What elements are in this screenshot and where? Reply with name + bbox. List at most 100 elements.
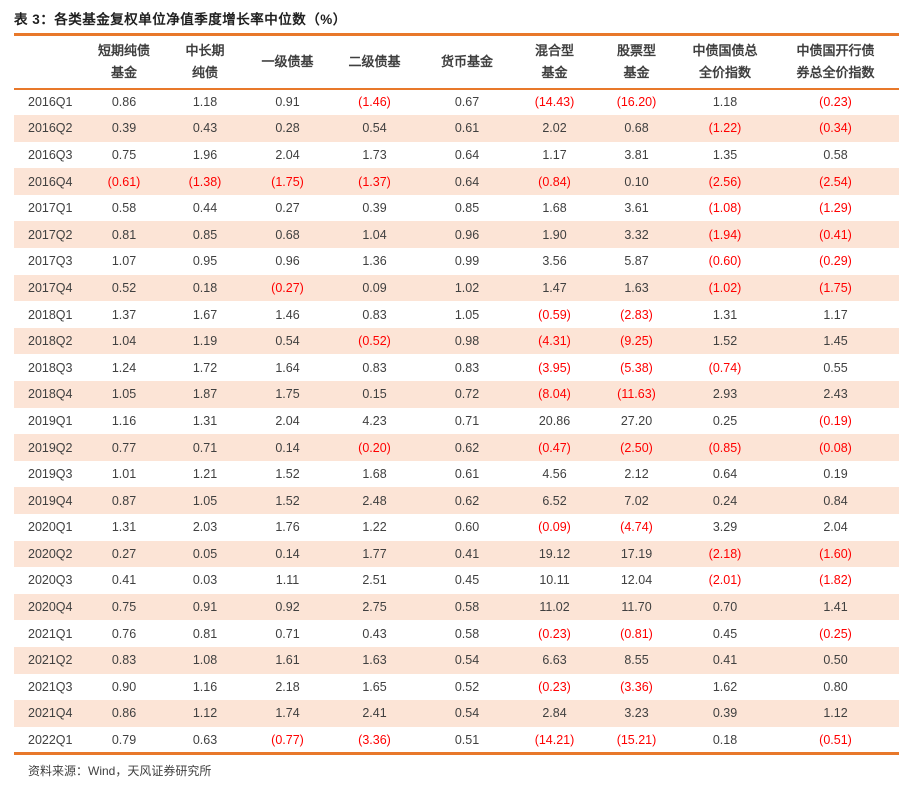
table-row: 2022Q1 0.79 0.63 (0.77) (3.36) 0.51 (14.21) (15… xyxy=(14,727,899,754)
value-cell: (3.36) xyxy=(358,733,391,748)
value-cell: 3.81 xyxy=(624,147,649,162)
value-cell: 0.50 xyxy=(823,653,848,668)
value-cell: 1.05 xyxy=(192,493,218,508)
table-row: 2021Q1 0.76 0.81 0.71 0.43 0.58 (0.23) (0.81) 0.… xyxy=(14,620,899,647)
quarter-label: 2016Q3 xyxy=(28,147,73,162)
table-row: 2020Q3 0.41 0.03 1.11 2.51 0.45 10.11 12.04 (2.0… xyxy=(14,567,899,594)
table-row: 2021Q2 0.83 1.08 1.61 1.63 0.54 6.63 8.55 0.41 0.… xyxy=(14,646,899,674)
value-cell: 0.54 xyxy=(275,334,300,349)
value-cell: 0.80 xyxy=(823,679,848,694)
quarter-label: 2019Q4 xyxy=(28,493,73,508)
value-cell: (9.25) xyxy=(620,334,653,349)
table-row: 2018Q4 1.05 1.87 1.75 0.15 0.72 (8.04) (11.63) 2… xyxy=(14,381,899,408)
value-cell: 0.41 xyxy=(111,573,137,588)
value-cell: (1.94) xyxy=(708,227,742,242)
value-cell: 1.72 xyxy=(192,360,218,375)
value-cell: 0.67 xyxy=(454,95,480,110)
value-cell: 1.68 xyxy=(362,467,387,482)
value-cell: 0.14 xyxy=(275,440,300,455)
value-cell: 0.10 xyxy=(624,174,649,189)
value-cell: 0.62 xyxy=(454,440,480,455)
value-cell: 0.14 xyxy=(275,546,300,561)
value-cell: 0.99 xyxy=(454,254,480,269)
quarter-label: 2017Q4 xyxy=(28,280,73,295)
value-cell: 0.39 xyxy=(111,121,137,136)
value-cell: (0.59) xyxy=(538,307,571,322)
value-cell: 0.55 xyxy=(823,360,848,375)
value-cell: 0.91 xyxy=(192,600,218,615)
quarter-label: 2017Q3 xyxy=(28,254,73,269)
value-cell: (2.56) xyxy=(708,174,742,189)
value-cell: (0.20) xyxy=(358,440,391,455)
value-cell: 2.12 xyxy=(624,467,649,482)
value-cell: 0.54 xyxy=(362,121,387,136)
value-cell: 0.85 xyxy=(454,201,480,216)
value-cell: (1.29) xyxy=(819,201,852,216)
quarter-label: 2019Q1 xyxy=(28,413,73,428)
value-cell: (0.61) xyxy=(107,174,141,189)
value-cell: 0.25 xyxy=(712,413,738,428)
table-title: 表 3：各类基金复权单位净值季度增长率中位数（%） xyxy=(14,12,347,27)
quarter-label: 2016Q4 xyxy=(28,174,73,189)
value-cell: 1.73 xyxy=(362,147,387,162)
value-cell: 1.02 xyxy=(454,280,480,295)
value-cell: 0.52 xyxy=(111,280,137,295)
quarter-label: 2019Q2 xyxy=(28,440,73,455)
value-cell: 0.84 xyxy=(823,493,848,508)
value-cell: 1.41 xyxy=(823,600,848,615)
value-cell: 3.56 xyxy=(542,254,567,269)
quarter-label: 2017Q2 xyxy=(28,227,73,242)
quarter-label: 2022Q1 xyxy=(28,733,73,748)
value-cell: 1.52 xyxy=(275,493,300,508)
value-cell: 1.17 xyxy=(823,307,848,322)
value-cell: 0.96 xyxy=(275,254,300,269)
value-cell: 1.16 xyxy=(192,679,218,694)
value-cell: 0.63 xyxy=(192,733,218,748)
table-header-row: 短期纯债 基金 中长期 纯债 一级债基 二级债基 货币基金 混合型 基金 股票型 基金 中债国… xyxy=(14,34,899,89)
value-cell: 1.63 xyxy=(624,280,649,295)
table-row: 2019Q4 0.87 1.05 1.52 2.48 0.62 6.52 7.02 0.24 0.… xyxy=(14,487,899,514)
value-cell: 1.31 xyxy=(712,307,738,322)
value-cell: 2.03 xyxy=(192,520,218,535)
value-cell: 1.67 xyxy=(192,307,218,322)
value-cell: (0.29) xyxy=(819,254,852,269)
value-cell: 0.75 xyxy=(111,147,137,162)
value-cell: 4.56 xyxy=(542,467,567,482)
value-cell: 27.20 xyxy=(620,413,653,428)
value-cell: 1.87 xyxy=(192,387,218,402)
value-cell: 6.52 xyxy=(542,493,567,508)
value-cell: 1.21 xyxy=(192,467,218,482)
value-cell: (1.37) xyxy=(358,174,391,189)
value-cell: 0.75 xyxy=(111,600,137,615)
value-cell: (1.46) xyxy=(358,95,391,110)
value-cell: (1.02) xyxy=(708,280,742,295)
table-row: 2018Q2 1.04 1.19 0.54 (0.52) 0.98 (4.31) (9.25)… xyxy=(14,327,899,355)
value-cell: 0.24 xyxy=(712,493,738,508)
value-cell: 0.86 xyxy=(111,95,137,110)
value-cell: 1.52 xyxy=(275,467,300,482)
quarter-label: 2017Q1 xyxy=(28,201,73,216)
quarter-label: 2021Q3 xyxy=(28,679,73,694)
header-column: 中债国债总 全价指数 xyxy=(692,42,758,80)
value-cell: 6.63 xyxy=(542,653,567,668)
value-cell: 0.52 xyxy=(454,679,480,694)
value-cell: (1.75) xyxy=(271,174,304,189)
value-cell: (14.43) xyxy=(534,95,575,110)
value-cell: 0.68 xyxy=(275,227,300,242)
quarter-label: 2020Q4 xyxy=(28,600,73,615)
value-cell: 0.05 xyxy=(192,546,218,561)
value-cell: 8.55 xyxy=(624,653,649,668)
value-cell: (3.36) xyxy=(620,679,653,694)
value-cell: (11.63) xyxy=(617,387,656,402)
value-cell: 1.37 xyxy=(111,307,137,322)
value-cell: 10.11 xyxy=(539,573,570,588)
value-cell: 7.02 xyxy=(624,493,649,508)
quarter-label: 2018Q3 xyxy=(28,360,73,375)
value-cell: 2.02 xyxy=(542,121,567,136)
value-cell: 2.93 xyxy=(712,387,738,402)
value-cell: 0.95 xyxy=(192,254,218,269)
value-cell: 0.61 xyxy=(454,121,480,136)
table-row: 2016Q2 0.39 0.43 0.28 0.54 0.61 2.02 0.68 (1.22)… xyxy=(14,115,899,142)
value-cell: 0.64 xyxy=(454,147,480,162)
quarter-label: 2016Q1 xyxy=(28,95,73,110)
